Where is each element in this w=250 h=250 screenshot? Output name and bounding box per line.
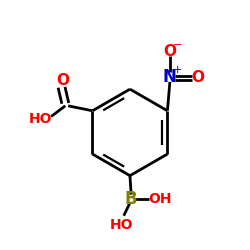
Text: O: O — [164, 44, 176, 59]
Text: HO: HO — [29, 112, 52, 126]
Text: B: B — [125, 190, 138, 208]
Text: O: O — [56, 73, 69, 88]
Text: +: + — [173, 66, 182, 76]
Text: HO: HO — [110, 218, 133, 232]
Text: OH: OH — [148, 192, 172, 206]
Text: O: O — [191, 70, 204, 85]
Text: N: N — [163, 68, 177, 86]
Text: −: − — [172, 40, 182, 50]
